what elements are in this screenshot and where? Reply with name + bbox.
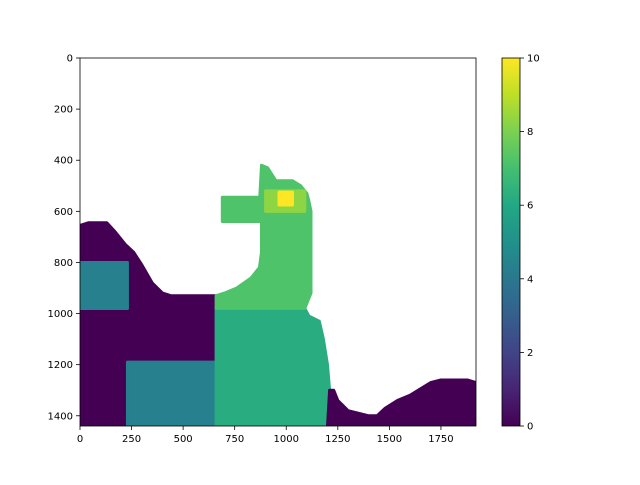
y-tick-label: 800 [54, 258, 73, 269]
x-tick-label: 500 [174, 434, 193, 445]
x-tick-label: 1250 [325, 434, 350, 445]
region-right-hill [326, 378, 476, 426]
x-tick-label: 250 [122, 434, 141, 445]
y-tick-label: 200 [54, 105, 73, 116]
colorbar-axis: 0 2 4 6 8 10 [520, 54, 540, 433]
plot-frame [79, 57, 477, 427]
y-tick-label: 1400 [48, 411, 73, 422]
region-arm-left [220, 195, 263, 224]
region-box-left [80, 260, 129, 310]
plot-area [80, 163, 476, 426]
x-tick-label: 750 [225, 434, 244, 445]
region-peak [277, 190, 294, 207]
x-axis: 0 250 500 750 1000 1250 1500 1750 [77, 426, 454, 445]
x-tick-label: 1500 [377, 434, 402, 445]
y-tick-label: 600 [54, 207, 73, 218]
x-tick-label: 0 [77, 434, 83, 445]
colorbar-bar [501, 57, 521, 427]
colorbar-tick-label: 2 [527, 348, 533, 359]
y-tick-label: 400 [54, 156, 73, 167]
region-box-bottom [125, 360, 218, 426]
x-tick-label: 1000 [274, 434, 299, 445]
colorbar-tick-label: 10 [527, 54, 540, 65]
x-tick-label: 1750 [428, 434, 453, 445]
y-tick-label: 1000 [48, 309, 73, 320]
colorbar-tick-label: 0 [527, 422, 533, 433]
region-arm [214, 163, 313, 310]
colorbar-tick-label: 6 [527, 201, 533, 212]
y-tick-label: 0 [67, 54, 73, 65]
colorbar-tick-label: 8 [527, 127, 533, 138]
y-tick-label: 1200 [48, 360, 73, 371]
region-tower-body [214, 306, 332, 426]
colorbar-tick-label: 4 [527, 274, 533, 285]
y-axis: 0 200 400 600 800 1000 1200 1400 [48, 54, 80, 422]
